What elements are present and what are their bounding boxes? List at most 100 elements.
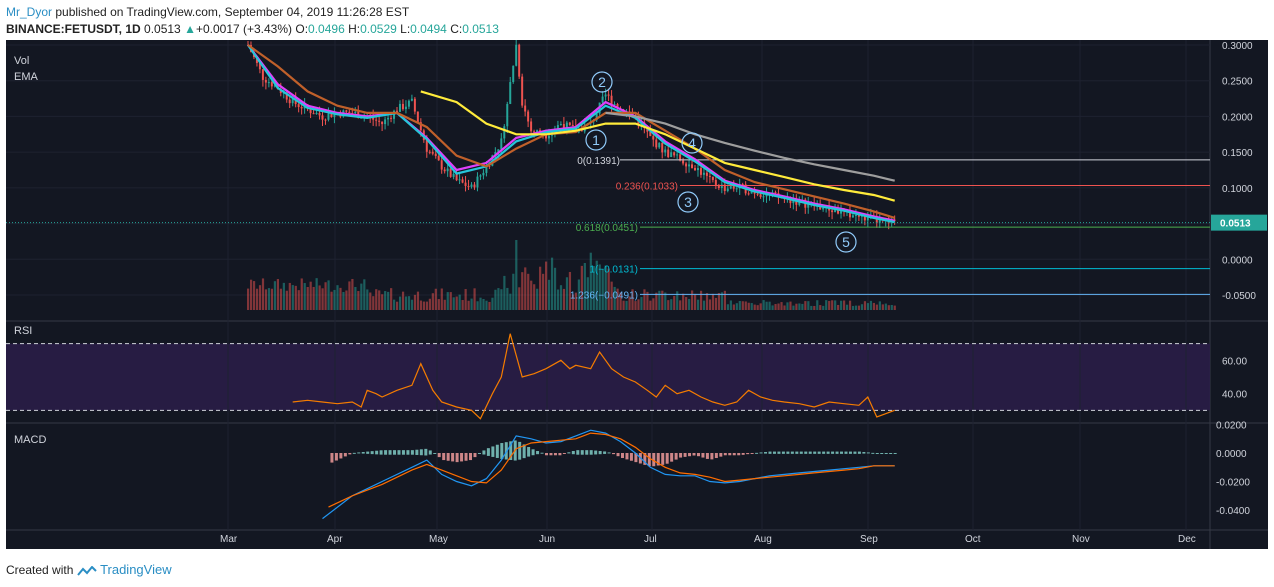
fib-level-label: 0.618(0.0451): [576, 223, 638, 234]
candle-body: [840, 209, 843, 214]
candle-body: [449, 168, 452, 177]
volume-bar: [834, 300, 837, 310]
volume-bar: [881, 304, 884, 310]
volume-bar: [393, 299, 396, 310]
volume-bar: [637, 299, 640, 310]
tradingview-brand[interactable]: TradingView: [100, 562, 172, 577]
volume-bar: [387, 291, 390, 310]
candle-body: [515, 44, 518, 66]
volume-bar: [369, 292, 372, 310]
volume-bar: [315, 278, 318, 310]
volume-bar: [702, 300, 706, 310]
fib-level-label: 1(−0.0131): [589, 265, 638, 276]
macd-histogram-bar: [835, 451, 839, 454]
candle-body: [834, 210, 837, 213]
candle-body: [756, 193, 759, 195]
candle-body: [556, 125, 559, 129]
volume-bar: [643, 289, 646, 310]
author-link[interactable]: Mr_Dyor: [6, 5, 53, 19]
wave-circle: [681, 132, 703, 154]
price-tick-label: 0.1000: [1222, 184, 1253, 195]
volume-bar: [258, 285, 262, 310]
volume-bar: [691, 290, 694, 310]
open-label: O:: [295, 22, 309, 36]
volume-bar: [771, 305, 774, 310]
macd-line: [322, 429, 895, 520]
x-tick-label: Dec: [1178, 534, 1196, 545]
volume-bar: [878, 301, 881, 310]
volume-bar: [786, 302, 789, 310]
volume-bar: [795, 303, 798, 310]
candle-body: [497, 149, 500, 153]
volume-bar: [598, 264, 601, 310]
macd-histogram-bar: [889, 453, 893, 454]
volume-bar: [831, 300, 834, 310]
volume-bar: [312, 286, 315, 310]
volume-bar: [324, 282, 327, 310]
macd-histogram-bar: [437, 453, 441, 458]
candle-body: [741, 184, 744, 186]
volume-bar: [753, 304, 756, 310]
volume-bar: [732, 304, 735, 310]
volume-bar: [792, 305, 795, 310]
candle-body: [333, 113, 336, 118]
candle-body: [714, 179, 717, 185]
volume-bar: [774, 304, 777, 310]
price-change: +0.0017 (+3.43%): [195, 22, 293, 36]
ema-line: [420, 90, 895, 202]
volume-bar: [413, 294, 417, 310]
candle-body: [381, 121, 384, 125]
candle-body: [691, 164, 694, 169]
candle-body: [398, 103, 401, 112]
volume-bar: [452, 297, 455, 310]
volume-bar: [318, 285, 321, 310]
candle-body: [822, 207, 825, 210]
ema-line: [247, 44, 896, 219]
macd-panel: [322, 429, 897, 520]
candle-body: [747, 193, 750, 195]
macd-histogram-bar: [692, 453, 696, 456]
price-tick-label: 0.2500: [1222, 77, 1253, 88]
candle-body: [464, 182, 467, 187]
volume-bar: [330, 291, 333, 310]
volume-bar: [482, 298, 485, 310]
candle-body: [482, 172, 485, 176]
volume-bar: [547, 279, 551, 310]
candle-body: [646, 127, 649, 132]
volume-bar: [610, 281, 613, 310]
ema-line: [247, 44, 895, 224]
macd-histogram-bar: [772, 451, 776, 454]
candle-body: [568, 122, 571, 125]
macd-histogram-bar: [755, 452, 759, 454]
volume-bar: [261, 278, 265, 310]
volume-bar: [407, 296, 411, 310]
axes: 0.30000.25000.20000.15000.10000.05000.00…: [6, 41, 1267, 545]
macd-histogram-bar: [334, 453, 338, 461]
trading-chart[interactable]: 0(0.1391) 0.236(0.1033) 0.618(0.0451) 1(−0.…: [0, 40, 1274, 552]
volume-bar: [658, 290, 661, 310]
volume-bar: [437, 299, 440, 310]
x-tick-label: Jun: [539, 534, 555, 545]
macd-histogram-bar: [549, 453, 553, 456]
candle-body: [401, 103, 404, 110]
macd-histogram-bar: [875, 453, 879, 454]
macd-histogram-bar: [375, 450, 379, 455]
volume-bar: [515, 240, 518, 310]
volume-bar: [384, 291, 387, 310]
candle-body: [735, 188, 738, 190]
symbol-label: BINANCE:FETUSDT, 1D: [6, 22, 141, 36]
volume-bar: [467, 300, 470, 310]
candle-body: [565, 122, 568, 130]
macd-histogram-bar: [831, 451, 835, 454]
macd-histogram-bar: [696, 453, 700, 457]
volume-bar: [708, 299, 712, 310]
volume-bar: [333, 289, 336, 310]
volume-bar: [264, 289, 268, 310]
volume-bar: [473, 288, 476, 310]
candle-body: [837, 210, 840, 214]
candle-body: [658, 142, 661, 148]
volume-bar: [586, 277, 589, 310]
wave-label: 5: [842, 234, 850, 250]
volume-bar: [828, 300, 831, 310]
volume-bar: [446, 292, 449, 310]
